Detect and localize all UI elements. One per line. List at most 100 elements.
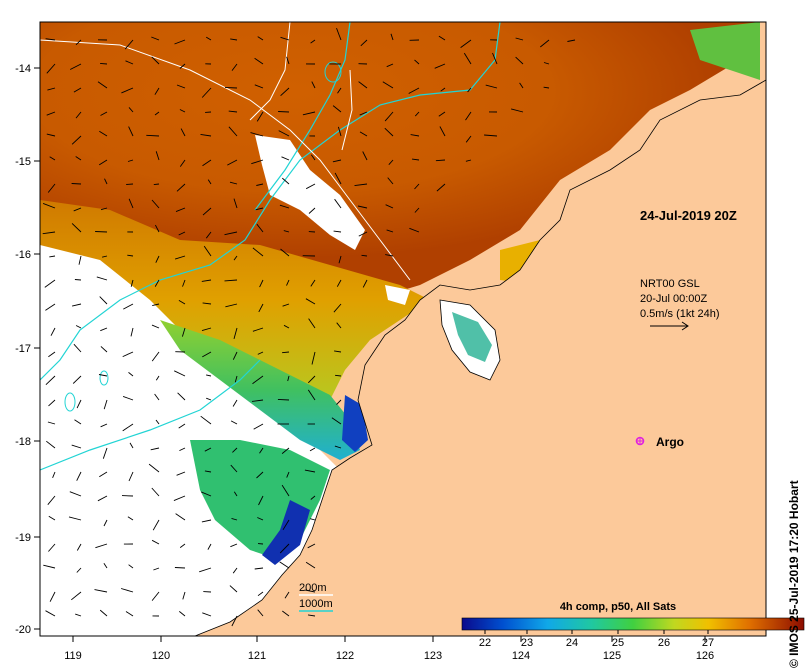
current-arrow [334,445,342,449]
current-arrow [123,303,134,310]
current-arrow [202,612,212,617]
current-arrow [155,419,160,425]
y-tick-label: -17 [15,343,31,355]
current-arrow [103,563,108,569]
current-arrow [258,303,264,313]
current-arrow [225,303,238,308]
current-arrow [155,151,160,161]
current-arrow [99,130,108,137]
current-arrow [200,133,212,137]
current-arrow [250,132,264,137]
current-arrow [71,135,82,145]
current-arrow [46,111,56,116]
current-arrow [232,399,238,407]
current-arrow [414,111,420,117]
current-arrow [76,471,82,481]
current-arrow [279,561,290,569]
current-arrow [205,231,212,239]
current-arrow [120,588,134,593]
current-arrow [280,87,290,97]
current-arrow [125,611,134,617]
current-arrow [71,183,82,185]
current-arrow [257,517,264,521]
current-arrow [233,491,238,497]
current-arrow [173,495,186,502]
current-arrow [177,392,186,401]
colorbar-tick-label: 25 [612,637,624,649]
current-arrow [75,613,82,617]
current-arrow [78,255,82,265]
sst-cool-field [160,320,360,460]
sst-warm-field [40,22,760,300]
current-arrow [515,37,524,41]
current-arrow [310,39,316,44]
current-arrow [256,471,264,479]
y-tick-label: -14 [15,63,31,75]
current-arrow [152,519,160,531]
current-arrow [76,543,82,551]
current-arrow [252,327,264,332]
current-arrow [207,179,212,185]
current-arrow [121,87,134,94]
current-arrow [390,33,394,41]
isobath-200m-2 [249,22,291,121]
isobath-seamount-2 [99,370,109,386]
current-arrow [227,159,238,166]
y-tick-label: -18 [15,436,31,448]
current-arrow [310,518,316,521]
current-arrow [485,84,498,89]
current-arrow [337,87,342,94]
current-arrow [42,202,56,209]
gulf-sst [452,312,492,362]
colorbar-tick-label: 24 [566,637,578,649]
current-arrow [234,375,238,383]
current-arrow [102,447,108,459]
colorbar-title: 4h comp, p50, All Sats [560,601,676,613]
current-arrow [286,56,290,65]
current-arrow [228,110,238,113]
current-arrow [47,495,56,505]
current-arrow [128,564,134,569]
current-arrow [151,324,160,329]
scale-arrow [650,321,689,331]
current-arrow [199,567,212,573]
current-arrow [310,495,316,500]
current-arrow [95,543,108,549]
current-arrow [75,325,82,329]
current-arrow [251,159,264,165]
current-arrow [331,417,342,425]
current-arrow [410,134,420,137]
current-arrow [414,207,420,213]
current-arrow [97,81,108,89]
current-arrow [354,183,368,187]
current-arrow [465,111,472,121]
current-arrow [125,60,134,65]
isobath-1000m [40,22,501,381]
current-arrow [76,567,82,573]
current-date-label: 20-Jul 00:00Z [640,293,708,305]
current-arrow [179,159,186,167]
current-arrow [178,300,186,305]
current-arrow [151,591,160,601]
current-arrow [76,399,82,409]
current-arrow [414,59,420,65]
current-arrow [151,539,160,545]
current-arrow [436,183,446,192]
current-arrow [279,204,290,209]
colorbar-tick-label: 27 [702,637,714,649]
current-arrow [359,111,368,116]
current-arrow [279,543,290,554]
colorbar-tick-label: 22 [479,637,491,649]
current-arrow [281,484,290,497]
current-arrow [45,38,56,41]
current-arrow [543,86,550,89]
sst-south-cold [262,500,310,565]
current-arrow [439,126,446,137]
current-arrow [543,62,550,65]
current-arrow [128,471,134,482]
current-arrow [252,247,264,257]
current-arrow [50,327,56,336]
current-arrow [151,36,160,41]
current-arrow [151,487,160,497]
current-arrow [309,447,316,452]
